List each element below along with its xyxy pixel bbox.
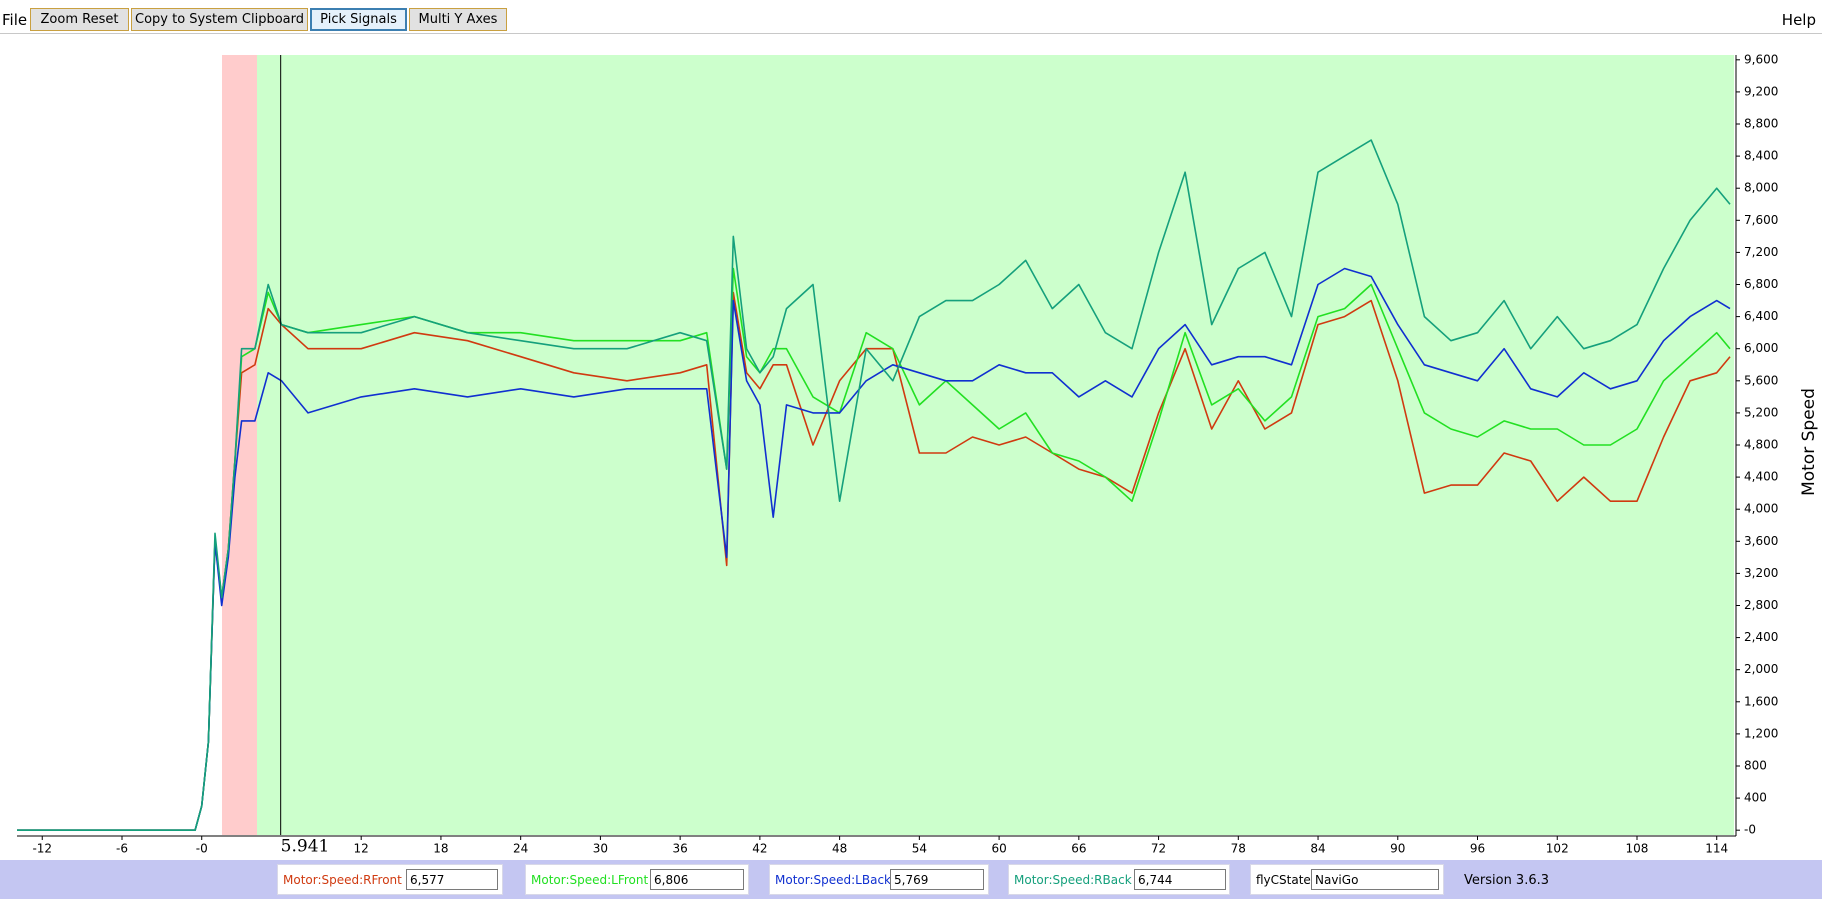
x-tick-label: 60: [991, 842, 1006, 856]
toolbar: File Zoom Reset Copy to System Clipboard…: [0, 0, 1822, 34]
y-tick-label: 6,400: [1744, 309, 1778, 323]
readout-value: 6,577: [406, 869, 498, 890]
readout-field: Motor:Speed:RBack 6,744: [1008, 864, 1230, 895]
readout-field: Motor:Speed:LFront 6,806: [525, 864, 749, 895]
readout-label: Motor:Speed:RFront: [283, 873, 402, 887]
readout-value: 6,806: [650, 869, 744, 890]
x-tick-label: 96: [1470, 842, 1485, 856]
y-tick-label: 2,400: [1744, 630, 1778, 644]
y-tick-label: 6,800: [1744, 277, 1778, 291]
x-tick-label: 12: [354, 842, 369, 856]
y-tick-label: 7,600: [1744, 213, 1778, 227]
x-tick-label: -6: [116, 842, 128, 856]
y-tick-label: 1,600: [1744, 694, 1778, 708]
x-tick-label: 42: [752, 842, 767, 856]
y-tick-label: -0: [1744, 823, 1756, 837]
readout-label: Motor:Speed:LBack: [775, 873, 891, 887]
zoom-reset-button[interactable]: Zoom Reset: [30, 8, 129, 31]
series-line: [17, 267, 1731, 831]
x-tick-label: 54: [912, 842, 927, 856]
file-menu[interactable]: File: [2, 11, 28, 29]
x-tick-label: 36: [673, 842, 688, 856]
x-tick-label: 84: [1310, 842, 1325, 856]
x-tick-label: -12: [32, 842, 52, 856]
y-tick-label: 4,800: [1744, 438, 1778, 452]
y-tick-label: 9,600: [1744, 52, 1778, 66]
y-tick-label: 3,200: [1744, 566, 1778, 580]
readout-value: 5,769: [890, 869, 984, 890]
y-tick-label: 8,400: [1744, 149, 1778, 163]
series-line: [17, 139, 1731, 831]
x-tick-label: 18: [433, 842, 448, 856]
help-menu[interactable]: Help: [1781, 11, 1816, 29]
readout-field: Motor:Speed:RFront 6,577: [277, 864, 503, 895]
y-tick-label: 2,000: [1744, 662, 1778, 676]
x-tick-label: 108: [1626, 842, 1649, 856]
y-tick-label: 3,600: [1744, 534, 1778, 548]
x-tick-label: 48: [832, 842, 847, 856]
x-tick-label: 90: [1390, 842, 1405, 856]
y-tick-label: 9,200: [1744, 84, 1778, 98]
copy-clipboard-button[interactable]: Copy to System Clipboard: [131, 8, 308, 31]
state-value: NaviGo: [1311, 869, 1439, 890]
x-tick-label: 114: [1705, 842, 1728, 856]
state-label: flyCState: [1256, 873, 1311, 887]
multi-y-axes-button[interactable]: Multi Y Axes: [409, 8, 507, 31]
y-axis-label: Motor Speed: [1799, 388, 1819, 496]
readout-label: Motor:Speed:LFront: [531, 873, 649, 887]
y-tick-label: 8,800: [1744, 117, 1778, 131]
series-line: [17, 267, 1731, 831]
green-region: [257, 55, 1734, 835]
x-tick-label: 102: [1546, 842, 1569, 856]
version-label: Version 3.6.3: [1464, 873, 1550, 888]
y-tick-label: 400: [1744, 791, 1767, 805]
x-tick-label: 72: [1151, 842, 1166, 856]
y-tick-label: 2,800: [1744, 598, 1778, 612]
y-tick-label: 1,200: [1744, 726, 1778, 740]
pick-signals-button[interactable]: Pick Signals: [310, 8, 407, 31]
cursor-label-bg: [278, 837, 329, 857]
y-tick-label: 4,000: [1744, 502, 1778, 516]
x-tick-label: 30: [593, 842, 608, 856]
y-tick-label: 4,400: [1744, 470, 1778, 484]
y-tick-label: 5,600: [1744, 373, 1778, 387]
cursor-label: 5.941: [281, 837, 330, 857]
x-tick-label: 24: [513, 842, 528, 856]
readout-label: Motor:Speed:RBack: [1014, 873, 1132, 887]
y-tick-label: 5,200: [1744, 405, 1778, 419]
x-tick-label: 66: [1071, 842, 1086, 856]
state-field: flyCState NaviGo: [1250, 864, 1444, 895]
status-bar: Motor:Speed:RFront 6,577 Motor:Speed:LFr…: [0, 860, 1822, 899]
chart: Motor Speed -0 400 800 1,200 1,600 2,000 2,400…: [17, 52, 1819, 857]
x-tick-label: -0: [196, 842, 208, 856]
readout-value: 6,744: [1134, 869, 1226, 890]
y-tick-label: 6,000: [1744, 341, 1778, 355]
y-tick-label: 800: [1744, 758, 1767, 772]
x-tick-label: 78: [1231, 842, 1246, 856]
y-tick-label: 7,200: [1744, 245, 1778, 259]
y-tick-label: 8,000: [1744, 181, 1778, 195]
series-line: [17, 291, 1731, 831]
readout-field: Motor:Speed:LBack 5,769: [769, 864, 989, 895]
